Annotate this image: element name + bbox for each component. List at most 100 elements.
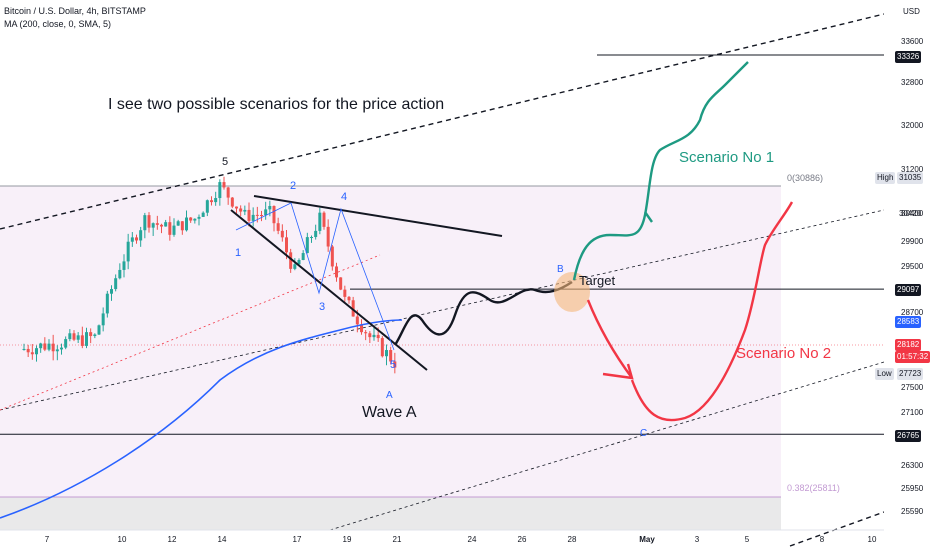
candle-body (247, 209, 251, 221)
candle-body (289, 252, 293, 269)
y-tick-label: 27100 (901, 408, 924, 417)
channel-bottom-line (789, 511, 885, 547)
wave-label-c: C (640, 428, 647, 439)
low-tag: Low (875, 368, 894, 380)
level-29097-label: 29097 (895, 284, 922, 296)
fib-top-label: 0(30886) (787, 173, 823, 183)
candle-body (122, 261, 126, 270)
candle-body (326, 226, 330, 247)
x-tick-label: 26 (518, 535, 527, 544)
candle-body (310, 237, 313, 239)
candle-body (318, 212, 322, 231)
x-tick-label: 8 (820, 535, 825, 544)
y-tick-label: 32800 (901, 78, 924, 87)
scenario2-path (630, 201, 794, 422)
candle-body (264, 209, 268, 216)
y-tick-label: 26300 (901, 461, 924, 470)
high-tag: High (875, 172, 896, 184)
y-tick-label: 33600 (901, 37, 924, 46)
y-tick-label: 25590 (901, 507, 924, 516)
wedge-lower-line (230, 209, 428, 371)
scenario2-arrow (586, 299, 634, 380)
wedge-upper-line (253, 195, 503, 237)
fib-range-band (0, 186, 781, 498)
x-tick-label: 5 (745, 535, 750, 544)
candle-body (347, 296, 351, 301)
price-axis-bg (884, 0, 932, 532)
low-value: 27723 (897, 368, 924, 380)
candle-body (93, 334, 97, 337)
x-tick-label: 17 (293, 535, 302, 544)
candle-body (160, 224, 163, 227)
candle-body (180, 221, 184, 231)
x-tick-label: 7 (45, 535, 50, 544)
candle-body (30, 352, 34, 355)
x-tick-label: 12 (168, 535, 177, 544)
x-tick-label: May (639, 535, 655, 544)
price-axis[interactable]: USD 33600 32800 32000 31200 30400 29900 29500 28… (884, 0, 932, 532)
candle-body (285, 237, 288, 253)
x-tick-label: 14 (218, 535, 227, 544)
candle-body (272, 205, 276, 224)
projection-path-b (393, 281, 573, 346)
candle-body (260, 215, 263, 217)
wave-label-a: A (386, 390, 393, 401)
candle-body (351, 300, 355, 317)
elliott-wave-path (235, 202, 395, 351)
candle-body (297, 260, 301, 265)
candle-body (155, 223, 159, 225)
candle-body (193, 218, 197, 221)
symbol-title[interactable]: Bitcoin / U.S. Dollar, 4h, BITSTAMP (4, 6, 146, 16)
wave-label-top5: 5 (222, 156, 228, 168)
x-tick-label: 19 (343, 535, 352, 544)
candle-body (51, 343, 55, 352)
candle-body (105, 293, 109, 314)
candle-body (343, 289, 347, 297)
indicator-legend[interactable]: MA (200, close, 0, SMA, 5) (4, 19, 112, 29)
candle-body (126, 241, 130, 262)
scenario-drawings (230, 61, 794, 422)
candle-body (55, 349, 59, 352)
candle-body (97, 325, 101, 335)
currency-label: USD (903, 7, 920, 16)
target-label: Target (579, 273, 616, 288)
candle-body (118, 269, 122, 279)
x-tick-label: 21 (393, 535, 402, 544)
candle-body (47, 343, 51, 350)
y-tick-label: 31200 (901, 165, 924, 174)
candle-body (251, 214, 255, 221)
candle-body (176, 221, 180, 226)
time-axis[interactable]: 7 10 12 14 17 19 21 24 26 28 May 3 5 8 10 (0, 529, 884, 544)
channel-upper-line (0, 13, 885, 230)
fib-bottom-label: 0.382(25811) (787, 483, 840, 493)
y-tick-label: 30400 (901, 209, 924, 218)
last-price-label: 28182 (895, 339, 922, 351)
candle-body (143, 215, 147, 231)
candle-body (101, 313, 105, 326)
candle-body (147, 215, 151, 228)
candle-body (335, 266, 338, 278)
wave-label-5: 5 (390, 359, 396, 371)
level-26765-label: 26765 (895, 430, 922, 442)
candle-body (214, 198, 218, 203)
x-tick-label: 10 (868, 535, 877, 544)
pane-background (0, 186, 781, 530)
channel-middle-line (0, 209, 885, 411)
candle-body (189, 217, 193, 221)
candle-body (235, 206, 238, 209)
high-value: 31035 (897, 172, 924, 184)
scenario-intro-text: I see two possible scenarios for the pri… (108, 96, 444, 113)
wave-label-1: 1 (235, 247, 241, 259)
countdown-label: 01:57:32 (895, 351, 931, 363)
y-tick-label: 25950 (901, 484, 924, 493)
candle-body (201, 212, 205, 217)
candle-body (26, 348, 30, 353)
candle-body (218, 182, 222, 199)
candle-body (185, 217, 188, 231)
wave-label-2: 2 (290, 180, 296, 192)
candle-body (280, 230, 284, 238)
candle-body (372, 334, 376, 338)
candle-body (276, 223, 280, 231)
candle-body (322, 212, 326, 227)
